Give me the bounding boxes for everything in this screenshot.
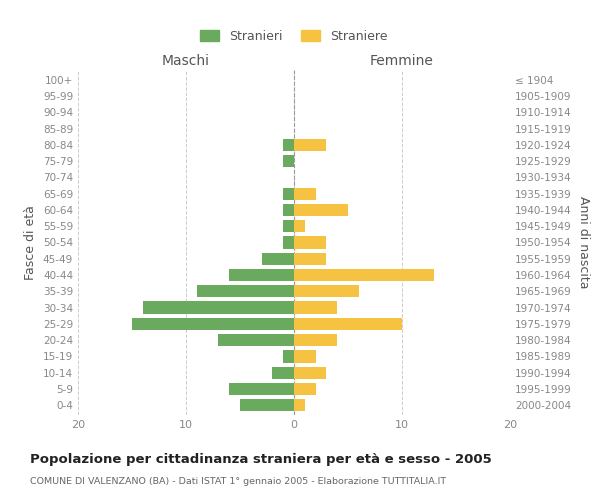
Bar xyxy=(294,334,337,346)
Bar xyxy=(272,366,294,379)
Bar xyxy=(240,399,294,411)
Text: Femmine: Femmine xyxy=(370,54,434,68)
Bar xyxy=(283,188,294,200)
Bar xyxy=(283,220,294,232)
Bar xyxy=(294,366,326,379)
Bar xyxy=(283,236,294,248)
Bar xyxy=(294,285,359,298)
Bar xyxy=(294,350,316,362)
Text: COMUNE DI VALENZANO (BA) - Dati ISTAT 1° gennaio 2005 - Elaborazione TUTTITALIA.: COMUNE DI VALENZANO (BA) - Dati ISTAT 1°… xyxy=(30,478,446,486)
Bar xyxy=(294,318,402,330)
Bar xyxy=(132,318,294,330)
Bar xyxy=(294,204,348,216)
Bar xyxy=(262,252,294,265)
Legend: Stranieri, Straniere: Stranieri, Straniere xyxy=(196,24,392,48)
Bar xyxy=(294,269,434,281)
Bar xyxy=(294,383,316,395)
Bar xyxy=(143,302,294,314)
Bar xyxy=(294,302,337,314)
Bar xyxy=(294,220,305,232)
Bar xyxy=(294,236,326,248)
Y-axis label: Anni di nascita: Anni di nascita xyxy=(577,196,590,289)
Bar xyxy=(283,139,294,151)
Text: Popolazione per cittadinanza straniera per età e sesso - 2005: Popolazione per cittadinanza straniera p… xyxy=(30,452,492,466)
Bar xyxy=(294,139,326,151)
Bar xyxy=(229,383,294,395)
Bar xyxy=(294,188,316,200)
Text: Maschi: Maschi xyxy=(162,54,210,68)
Bar xyxy=(294,399,305,411)
Bar xyxy=(283,155,294,167)
Bar xyxy=(294,252,326,265)
Bar xyxy=(283,204,294,216)
Y-axis label: Fasce di età: Fasce di età xyxy=(25,205,37,280)
Bar xyxy=(283,350,294,362)
Bar xyxy=(218,334,294,346)
Bar xyxy=(197,285,294,298)
Bar xyxy=(229,269,294,281)
